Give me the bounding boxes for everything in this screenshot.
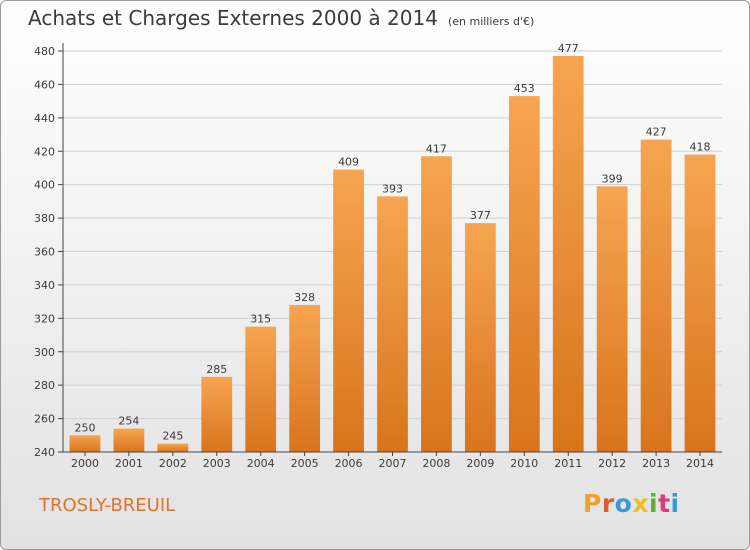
y-tick-label: 380 (34, 212, 55, 225)
y-axis-ticks: 240 260 280 300 320 340 360 380 400 420 440 460 480 (34, 45, 63, 459)
bar-value-label: 409 (338, 156, 359, 169)
x-tick-label: 2004 (247, 457, 275, 470)
x-tick-label: 2002 (159, 457, 187, 470)
bar (201, 376, 233, 452)
y-tick-label: 340 (34, 279, 55, 292)
bar (245, 326, 277, 452)
bar (69, 435, 101, 452)
x-tick-label: 2014 (686, 457, 714, 470)
bar (508, 96, 540, 453)
title-row: Achats et Charges Externes 2000 à 2014 (e… (28, 6, 534, 30)
logo-letter: P (583, 489, 602, 518)
bar (596, 186, 628, 452)
bar-value-label: 427 (646, 126, 667, 139)
x-tick-label: 2010 (510, 457, 538, 470)
axes (62, 43, 722, 453)
bar (421, 156, 452, 452)
bar-value-label: 285 (206, 363, 227, 376)
bar (289, 304, 321, 452)
x-tick-label: 2008 (422, 457, 450, 470)
y-tick-label: 480 (34, 45, 55, 58)
y-tick-label: 460 (34, 78, 55, 91)
x-axis-ticks: 2000 2001 2002 2003 2004 2005 2006 2007 2008 2009… (71, 452, 714, 470)
y-tick-label: 300 (34, 346, 55, 359)
bar (464, 223, 496, 452)
logo-letter: x (632, 489, 649, 518)
bar (113, 428, 145, 452)
bar-value-label: 453 (514, 82, 535, 95)
x-tick-label: 2001 (115, 457, 143, 470)
y-tick-label: 240 (34, 446, 55, 459)
bar-value-label: 315 (250, 313, 271, 326)
y-tick-label: 440 (34, 112, 55, 125)
bar-value-label: 254 (118, 415, 139, 428)
x-tick-label: 2003 (203, 457, 231, 470)
bar (333, 169, 364, 453)
bar-value-label: 418 (690, 141, 711, 154)
chart-unit-label: (en milliers d'€) (447, 15, 535, 28)
x-tick-label: 2012 (598, 457, 626, 470)
bar-value-label: 393 (382, 182, 403, 195)
logo-letter: i (649, 489, 659, 518)
bars: 250 254 245 285 315 328 409 393 417 377 453 477 399 4… (69, 42, 716, 453)
bar (640, 139, 672, 452)
x-tick-label: 2009 (466, 457, 494, 470)
x-tick-label: 2000 (71, 457, 99, 470)
y-tick-label: 280 (34, 379, 55, 392)
bar (684, 154, 716, 452)
y-tick-label: 400 (34, 179, 55, 192)
x-tick-label: 2013 (642, 457, 670, 470)
logo-letter: r (601, 489, 615, 518)
x-tick-label: 2005 (291, 457, 319, 470)
logo-letter: i (670, 489, 680, 518)
y-tick-label: 260 (34, 413, 55, 426)
bar (377, 196, 408, 452)
y-tick-label: 320 (34, 312, 55, 325)
bar-value-label: 477 (558, 42, 579, 55)
x-tick-label: 2007 (379, 457, 407, 470)
bar-value-label: 328 (294, 291, 315, 304)
bar-value-label: 245 (162, 430, 183, 443)
bar-value-label: 377 (470, 209, 491, 222)
bar-value-label: 399 (602, 172, 623, 185)
y-tick-label: 360 (34, 246, 55, 259)
bar (157, 443, 189, 452)
logo-letter: t (658, 489, 671, 518)
x-tick-label: 2011 (554, 457, 582, 470)
bar-value-label: 250 (74, 421, 95, 434)
x-tick-label: 2006 (335, 457, 363, 470)
logo-letter: o (614, 489, 633, 518)
proxiti-logo[interactable]: Proxiti (583, 489, 680, 518)
commune-name: TROSLY-BREUIL (39, 495, 176, 516)
bar-value-label: 417 (426, 142, 447, 155)
chart-title: Achats et Charges Externes 2000 à 2014 (28, 6, 438, 30)
bar (552, 56, 584, 452)
y-tick-label: 420 (34, 145, 55, 158)
